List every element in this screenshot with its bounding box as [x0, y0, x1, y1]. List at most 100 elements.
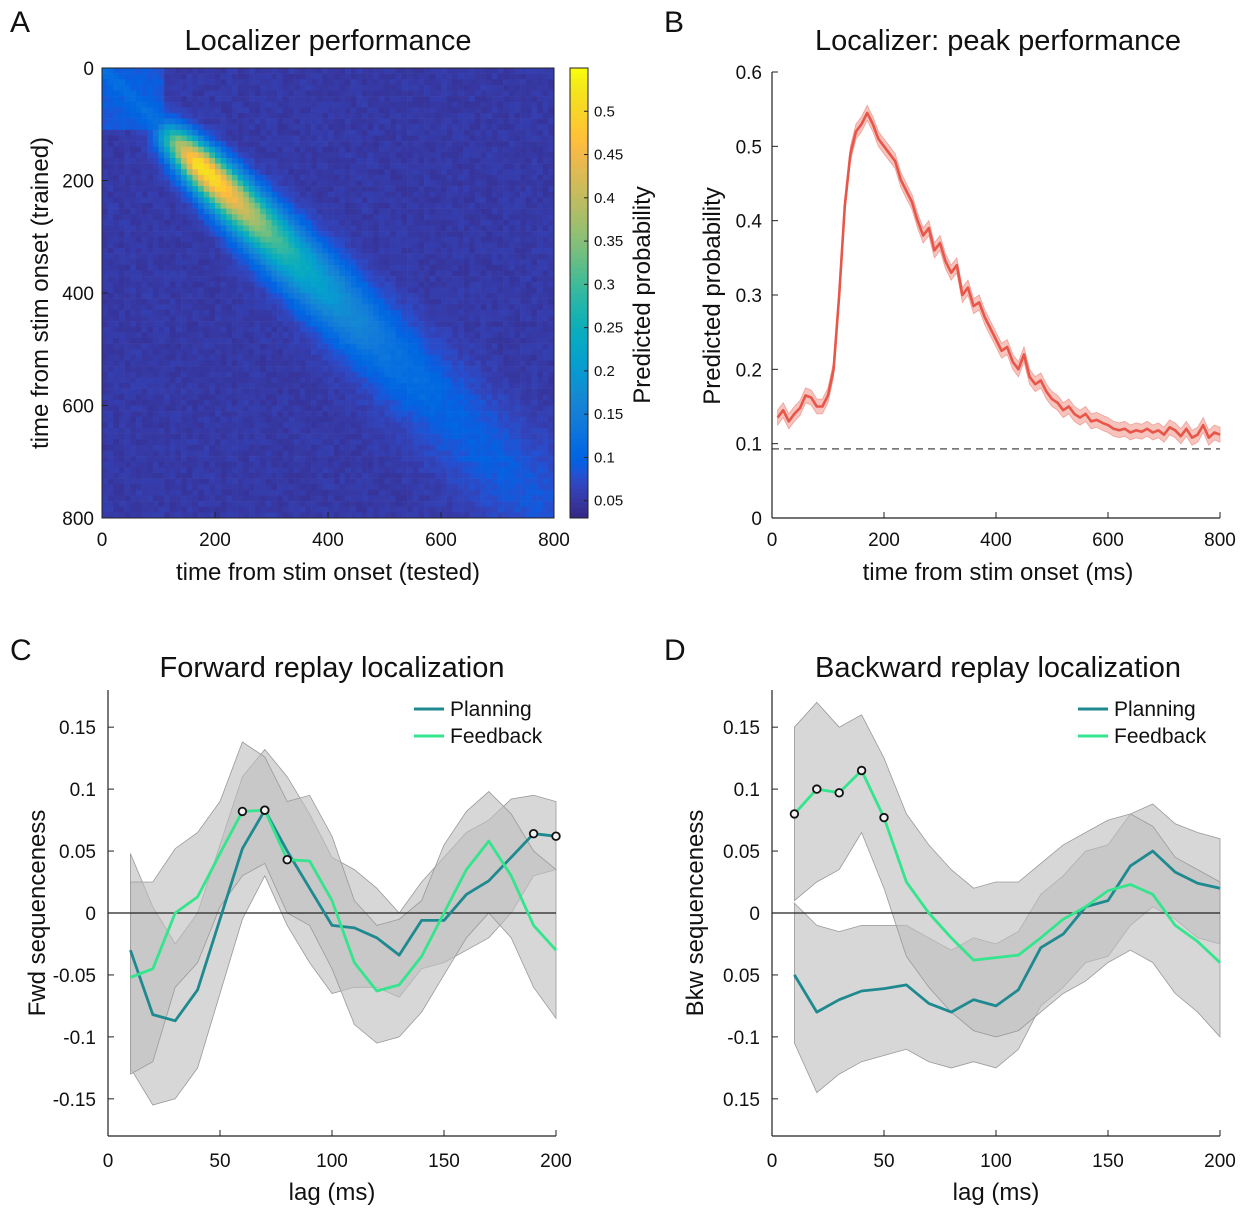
heatmap-cell [277, 146, 284, 153]
heatmap-cell [282, 152, 289, 159]
heatmap-cell [237, 343, 244, 350]
heatmap-cell [107, 281, 114, 288]
heatmap-cell [175, 377, 182, 384]
heatmap-cell [514, 231, 521, 238]
heatmap-cell [452, 124, 459, 131]
heatmap-cell [322, 304, 329, 311]
heatmap-cell [124, 129, 131, 136]
heatmap-cell [248, 360, 255, 367]
heatmap-cell [429, 248, 436, 254]
heatmap-cell [186, 107, 193, 114]
heatmap-cell [198, 203, 204, 209]
heatmap-cell [435, 304, 442, 311]
heatmap-cell [175, 231, 182, 238]
heatmap-cell [486, 321, 493, 328]
heatmap-cell [491, 399, 498, 406]
heatmap-cell [486, 107, 493, 114]
heatmap-cell [390, 309, 397, 316]
heatmap-cell [514, 236, 521, 243]
heatmap-cell [220, 118, 227, 125]
heatmap-cell [418, 163, 425, 170]
heatmap-cell [254, 90, 261, 97]
heatmap-cell [469, 259, 476, 266]
heatmap-cell [503, 248, 510, 254]
heatmap-cell [525, 388, 532, 395]
heatmap-cell [294, 394, 301, 401]
heatmap-cell [130, 383, 137, 389]
heatmap-cell [412, 174, 419, 181]
heatmap-cell [254, 399, 261, 406]
heatmap-cell [367, 79, 374, 86]
heatmap-cell [452, 135, 459, 142]
heatmap-cell [198, 152, 204, 159]
heatmap-cell [237, 405, 244, 412]
heatmap-cell [525, 68, 532, 74]
heatmap-cell [305, 214, 312, 221]
heatmap-cell [361, 264, 368, 271]
heatmap-cell [463, 90, 470, 97]
heatmap-cell [491, 405, 498, 412]
heatmap-cell [282, 270, 289, 277]
heatmap-cell [186, 399, 193, 406]
heatmap-cell [339, 366, 346, 373]
heatmap-cell [102, 180, 108, 187]
heatmap-cell [508, 186, 515, 193]
heatmap-cell [254, 264, 261, 271]
heatmap-cell [186, 214, 193, 221]
heatmap-cell [164, 163, 171, 170]
heatmap-cell [164, 270, 171, 277]
heatmap-cell [390, 326, 397, 333]
heatmap-cell [265, 135, 272, 142]
heatmap-cell [373, 231, 380, 238]
heatmap-cell [384, 270, 391, 277]
heatmap-cell [418, 208, 425, 215]
heatmap-cell [367, 197, 374, 204]
heatmap-cell [412, 118, 419, 125]
heatmap-cell [147, 84, 154, 91]
heatmap-cell [175, 259, 182, 266]
heatmap-cell [198, 84, 204, 91]
heatmap-cell [361, 298, 368, 305]
heatmap-cell [305, 354, 312, 361]
heatmap-cell [220, 298, 227, 305]
heatmap-cell [135, 377, 142, 384]
heatmap-cell [361, 411, 368, 418]
heatmap-cell [412, 399, 419, 406]
heatmap-cell [356, 203, 363, 209]
heatmap-cell [316, 326, 323, 333]
heatmap-cell [243, 197, 250, 204]
heatmap-cell [361, 371, 368, 378]
heatmap-cell [271, 388, 278, 395]
heatmap-cell [102, 124, 108, 131]
heatmap-cell [508, 180, 515, 187]
heatmap-cell [282, 191, 289, 198]
heatmap-cell [429, 287, 436, 294]
heatmap-cell [260, 264, 267, 271]
heatmap-cell [446, 68, 453, 74]
heatmap-cell [175, 270, 182, 277]
heatmap-cell [520, 180, 527, 187]
heatmap-cell [254, 208, 261, 215]
heatmap-cell [491, 321, 498, 328]
heatmap-cell [322, 315, 329, 322]
heatmap-cell [350, 203, 357, 209]
heatmap-cell [407, 225, 414, 232]
heatmap-cell [333, 281, 340, 288]
heatmap-cell [113, 231, 120, 238]
heatmap-cell [412, 377, 419, 384]
heatmap-cell [169, 236, 176, 243]
heatmap-cell [141, 399, 148, 406]
heatmap-cell [457, 304, 464, 311]
heatmap-cell [209, 343, 216, 350]
heatmap-cell [311, 225, 317, 232]
heatmap-cell [491, 146, 498, 153]
heatmap-cell [497, 101, 504, 108]
heatmap-cell [152, 383, 159, 389]
heatmap-cell [474, 197, 481, 204]
heatmap-cell [277, 270, 284, 277]
heatmap-cell [344, 287, 351, 294]
heatmap-cell [446, 338, 453, 344]
heatmap-cell [463, 180, 470, 187]
heatmap-cell [344, 276, 351, 283]
heatmap-cell [311, 79, 317, 86]
